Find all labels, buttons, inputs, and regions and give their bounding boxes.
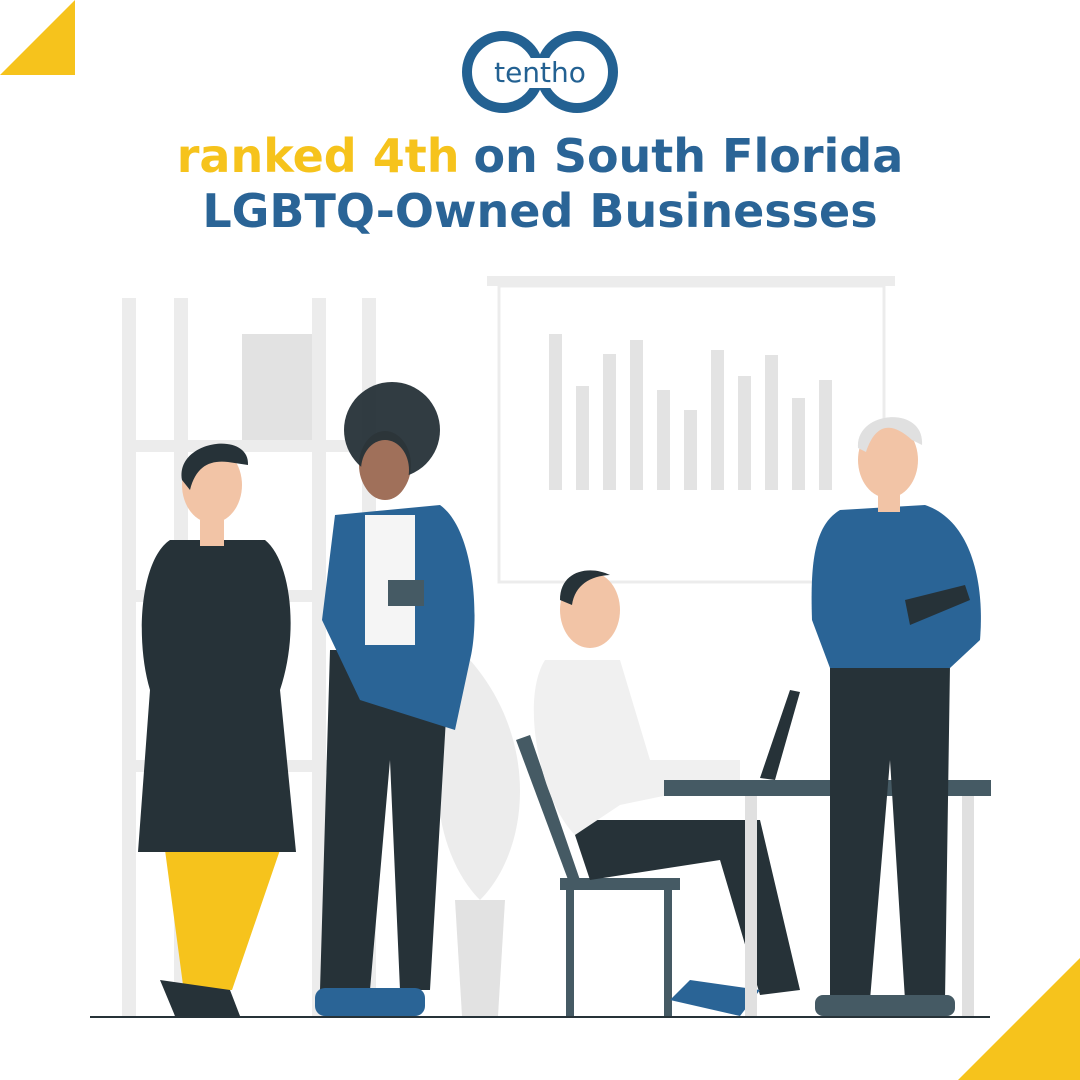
shelf-post	[312, 298, 326, 1016]
corner-triangle	[0, 0, 75, 75]
floor-line	[90, 1016, 990, 1018]
headline-rest: on South Florida	[473, 129, 903, 183]
headline-line-2: LGBTQ-Owned Businesses	[202, 184, 877, 238]
person	[516, 570, 800, 1016]
corner-triangle	[958, 958, 1080, 1080]
board-bars	[549, 334, 832, 490]
person	[138, 443, 296, 1016]
person	[315, 382, 475, 1016]
plant	[437, 660, 520, 900]
pot	[455, 900, 505, 1016]
logo: tentho	[462, 31, 618, 113]
shelf-post	[122, 298, 136, 1016]
logo-backdrop	[482, 58, 598, 88]
logo-text: tentho	[494, 56, 586, 89]
shelf	[122, 440, 376, 452]
binder	[242, 334, 312, 440]
person	[811, 417, 981, 1016]
board-rail	[487, 276, 895, 286]
headline-line-1: ranked 4th on South Florida	[177, 129, 904, 183]
headline-highlight: ranked 4th	[177, 129, 460, 183]
